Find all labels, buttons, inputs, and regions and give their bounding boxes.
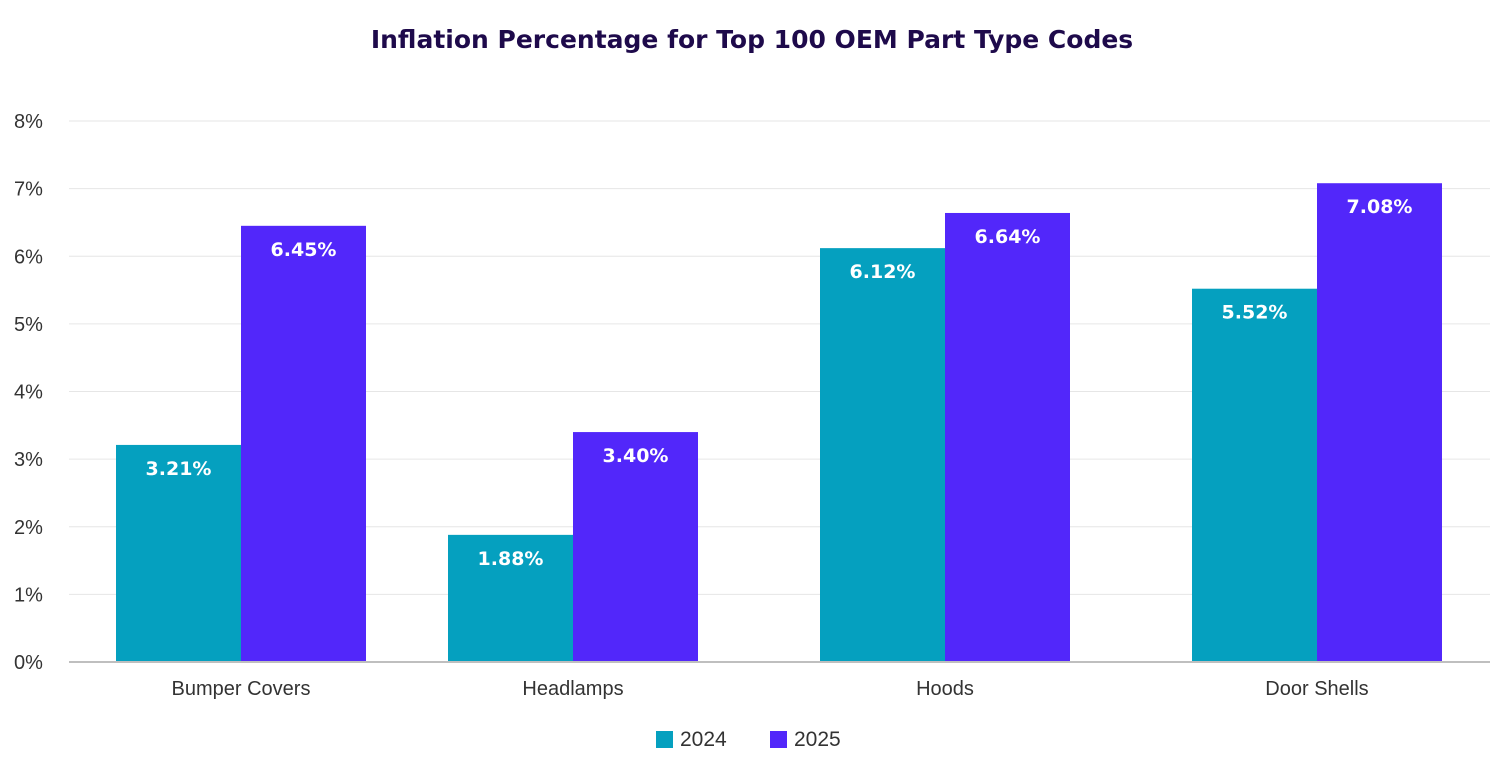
bar-2025-bumper-covers — [241, 225, 366, 662]
data-label: 3.21% — [146, 458, 212, 480]
data-labels: 3.21% 1.88% 6.12% 5.52% 6.45% 3.40% 6.64% 7.08% — [146, 196, 1413, 570]
y-tick-label: 6% — [14, 246, 43, 268]
data-label: 6.45% — [271, 239, 337, 261]
y-tick-label: 1% — [14, 584, 43, 606]
legend-label-2025: 2025 — [794, 728, 841, 751]
bars — [116, 183, 1442, 662]
legend-swatch-2025 — [770, 731, 787, 748]
x-tick-label: Door Shells — [1265, 678, 1368, 700]
x-axis: Bumper Covers Headlamps Hoods Door Shells — [69, 661, 1490, 700]
y-tick-label: 8% — [14, 111, 43, 133]
bar-2024-bumper-covers — [116, 444, 241, 662]
bar-2024-hoods — [820, 248, 945, 662]
bar-2024-door-shells — [1192, 288, 1317, 662]
legend: 2024 2025 — [656, 728, 841, 751]
x-tick-label: Hoods — [916, 678, 974, 700]
x-tick-label: Headlamps — [522, 678, 623, 700]
bar-2025-door-shells — [1317, 183, 1442, 662]
y-tick-label: 5% — [14, 314, 43, 336]
bar-2025-hoods — [945, 212, 1070, 662]
chart-title: Inflation Percentage for Top 100 OEM Par… — [371, 25, 1133, 54]
data-label: 7.08% — [1347, 196, 1413, 218]
y-tick-label: 2% — [14, 517, 43, 539]
y-tick-label: 0% — [14, 652, 43, 674]
legend-swatch-2024 — [656, 731, 673, 748]
data-label: 6.12% — [850, 261, 916, 283]
y-tick-label: 7% — [14, 179, 43, 201]
x-tick-label: Bumper Covers — [172, 678, 311, 700]
legend-label-2024: 2024 — [680, 728, 727, 751]
bar-2025-headlamps — [573, 432, 698, 662]
y-axis-tick-labels: 0% 1% 2% 3% 4% 5% 6% 7% 8% — [14, 111, 43, 674]
data-label: 5.52% — [1222, 302, 1288, 324]
y-tick-label: 3% — [14, 449, 43, 471]
y-tick-label: 4% — [14, 382, 43, 404]
data-label: 1.88% — [478, 548, 544, 570]
bar-2024-headlamps — [448, 534, 573, 662]
data-label: 6.64% — [975, 226, 1041, 248]
data-label: 3.40% — [603, 445, 669, 467]
